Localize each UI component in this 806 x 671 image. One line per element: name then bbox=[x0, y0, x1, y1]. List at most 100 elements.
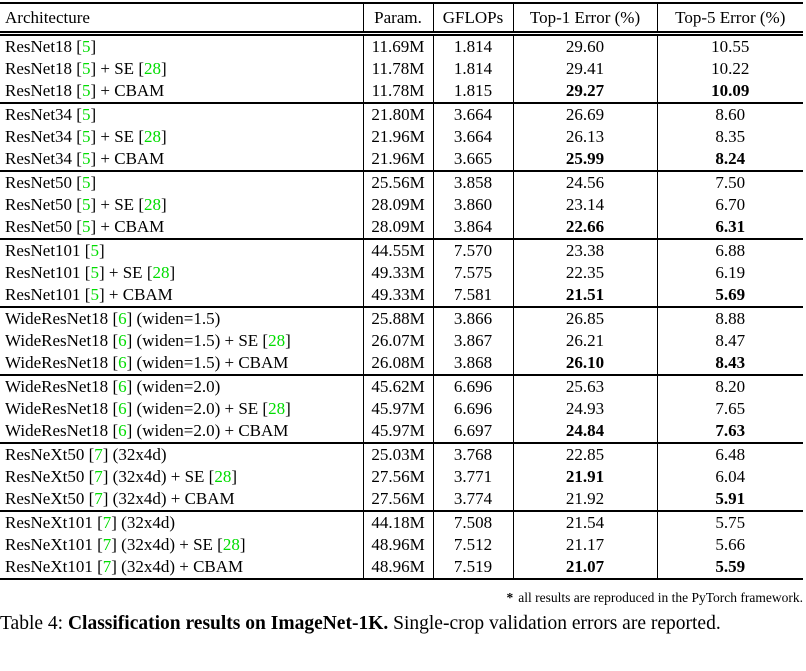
citation-link[interactable]: 28 bbox=[222, 535, 240, 554]
gflops-cell: 7.575 bbox=[432, 262, 513, 284]
params-cell: 11.69M bbox=[362, 33, 433, 58]
citation-link[interactable]: 6 bbox=[118, 399, 127, 418]
citation-link[interactable]: 28 bbox=[152, 263, 170, 282]
citation-link[interactable]: 6 bbox=[118, 421, 127, 440]
citation-link[interactable]: 7 bbox=[102, 557, 112, 576]
top5-error-cell: 7.65 bbox=[656, 398, 803, 420]
top5-error-cell: 5.69 bbox=[656, 284, 803, 307]
citation-link[interactable]: 5 bbox=[81, 127, 91, 146]
top5-error-cell: 10.55 bbox=[656, 33, 803, 58]
table-row: ResNeXt101 [7] (32x4d) + SE [28] 48.96M 7.… bbox=[0, 534, 803, 556]
table-row: ResNeXt50 [7] (32x4d) 25.03M 3.768 22.85 6.4… bbox=[0, 442, 803, 466]
citation-link[interactable]: 5 bbox=[81, 149, 91, 168]
citation-link[interactable]: 5 bbox=[81, 217, 91, 236]
table-row: ResNeXt101 [7] (32x4d) + CBAM 48.96M 7.519… bbox=[0, 556, 803, 579]
gflops-cell: 6.696 bbox=[432, 398, 513, 420]
params-cell: 21.80M bbox=[362, 102, 433, 126]
col-header-architecture: Architecture bbox=[0, 3, 363, 36]
citation-link[interactable]: 5 bbox=[81, 173, 91, 192]
gflops-cell: 7.508 bbox=[432, 510, 513, 534]
citation-link[interactable]: 6 bbox=[118, 353, 127, 372]
gflops-cell: 3.864 bbox=[432, 216, 513, 239]
citation-link[interactable]: 28 bbox=[144, 59, 161, 78]
citation-link[interactable]: 5 bbox=[81, 81, 91, 100]
col-header-params: Param. bbox=[362, 3, 433, 36]
caption-title: Classification results on ImageNet-1K. bbox=[67, 613, 389, 634]
params-cell: 48.96M bbox=[362, 556, 433, 579]
params-cell: 44.55M bbox=[362, 238, 433, 262]
table-row: WideResNet18 [6] (widen=2.0) + CBAM 45.97… bbox=[0, 420, 803, 443]
citation-link[interactable]: 5 bbox=[81, 37, 91, 56]
top5-error-cell: 8.60 bbox=[656, 102, 803, 126]
params-cell: 28.09M bbox=[362, 194, 433, 216]
citation-link[interactable]: 28 bbox=[144, 195, 161, 214]
table-caption: Table 4: Classification results on Image… bbox=[0, 611, 806, 637]
top1-error-cell: 24.93 bbox=[512, 398, 657, 420]
top5-error-cell: 6.48 bbox=[656, 442, 803, 466]
top1-error-cell: 23.38 bbox=[512, 238, 657, 262]
citation-link[interactable]: 7 bbox=[102, 513, 112, 532]
top5-error-cell: 5.91 bbox=[656, 488, 803, 511]
citation-link[interactable]: 7 bbox=[102, 535, 112, 554]
params-cell: 21.96M bbox=[362, 148, 433, 171]
citation-link[interactable]: 5 bbox=[81, 195, 91, 214]
top1-error-cell: 26.85 bbox=[512, 306, 657, 330]
citation-link[interactable]: 5 bbox=[81, 59, 91, 78]
top1-error-cell: 21.54 bbox=[512, 510, 657, 534]
top5-error-cell: 5.59 bbox=[656, 556, 803, 579]
gflops-cell: 3.860 bbox=[432, 194, 513, 216]
top5-error-cell: 7.50 bbox=[656, 170, 803, 194]
citation-link[interactable]: 6 bbox=[118, 309, 127, 328]
gflops-cell: 6.696 bbox=[432, 374, 513, 398]
top5-error-cell: 8.35 bbox=[656, 126, 803, 148]
table-row: ResNet18 [5] + SE [28] 11.78M 1.814 29.41 10… bbox=[0, 58, 803, 80]
col-header-top5-error: Top-5 Error (%) bbox=[656, 3, 803, 36]
citation-link[interactable]: 5 bbox=[81, 105, 91, 124]
citation-link[interactable]: 7 bbox=[94, 467, 103, 486]
citation-link[interactable]: 5 bbox=[90, 285, 99, 304]
architecture-cell: ResNet50 [5] + CBAM bbox=[5, 217, 165, 236]
params-cell: 48.96M bbox=[362, 534, 433, 556]
citation-link[interactable]: 7 bbox=[94, 445, 103, 464]
table-row: ResNet18 [5] + CBAM 11.78M 1.815 29.27 10.09 bbox=[0, 80, 803, 103]
top1-error-cell: 21.92 bbox=[512, 488, 657, 511]
architecture-cell: ResNet34 [5] bbox=[0, 102, 363, 126]
table-row: ResNet50 [5] 25.56M 3.858 24.56 7.50 bbox=[0, 170, 803, 194]
architecture-cell: ResNeXt50 [7] (32x4d) + CBAM bbox=[5, 489, 235, 508]
col-header-top1-error: Top-1 Error (%) bbox=[512, 3, 657, 36]
table-row: WideResNet18 [6] (widen=2.0) 45.62M 6.696 2… bbox=[0, 374, 803, 398]
citation-link[interactable]: 28 bbox=[144, 127, 161, 146]
table-row: WideResNet18 [6] (widen=1.5) + CBAM 26.08… bbox=[0, 352, 803, 375]
citation-link[interactable]: 28 bbox=[268, 331, 286, 350]
architecture-cell: WideResNet18 [6] (widen=2.0) bbox=[0, 374, 363, 398]
top5-error-cell: 8.20 bbox=[656, 374, 803, 398]
top1-error-cell: 21.91 bbox=[512, 466, 657, 488]
top1-error-cell: 29.27 bbox=[512, 80, 657, 103]
table-row: ResNet34 [5] 21.80M 3.664 26.69 8.60 bbox=[0, 102, 803, 126]
top1-error-cell: 21.17 bbox=[512, 534, 657, 556]
gflops-cell: 7.519 bbox=[432, 556, 513, 579]
citation-link[interactable]: 6 bbox=[118, 331, 127, 350]
citation-link[interactable]: 5 bbox=[90, 241, 99, 260]
gflops-cell: 1.814 bbox=[432, 33, 513, 58]
table-row: ResNeXt101 [7] (32x4d) 44.18M 7.508 21.54 5.… bbox=[0, 510, 803, 534]
citation-link[interactable]: 28 bbox=[268, 399, 286, 418]
architecture-cell: ResNet18 [5] bbox=[5, 37, 97, 56]
architecture-cell: ResNet34 [5] + SE [28] bbox=[5, 127, 167, 146]
top1-error-cell: 23.14 bbox=[512, 194, 657, 216]
citation-link[interactable]: 28 bbox=[214, 467, 232, 486]
architecture-cell: WideResNet18 [6] (widen=1.5) + SE [28] bbox=[5, 331, 291, 350]
architecture-cell: ResNet101 [5] bbox=[0, 238, 363, 262]
top1-error-cell: 22.66 bbox=[512, 216, 657, 239]
citation-link[interactable]: 6 bbox=[118, 377, 127, 396]
architecture-cell: ResNeXt50 [7] (32x4d) + SE [28] bbox=[5, 467, 238, 486]
citation-link[interactable]: 7 bbox=[94, 489, 103, 508]
top1-error-cell: 21.51 bbox=[512, 284, 657, 307]
top1-error-cell: 22.35 bbox=[512, 262, 657, 284]
table-footnote: * all results are reproduced in the PyTor… bbox=[0, 589, 803, 606]
top1-error-cell: 29.60 bbox=[512, 33, 657, 58]
gflops-cell: 3.665 bbox=[432, 148, 513, 171]
citation-link[interactable]: 5 bbox=[90, 263, 99, 282]
top5-error-cell: 10.09 bbox=[656, 80, 803, 103]
